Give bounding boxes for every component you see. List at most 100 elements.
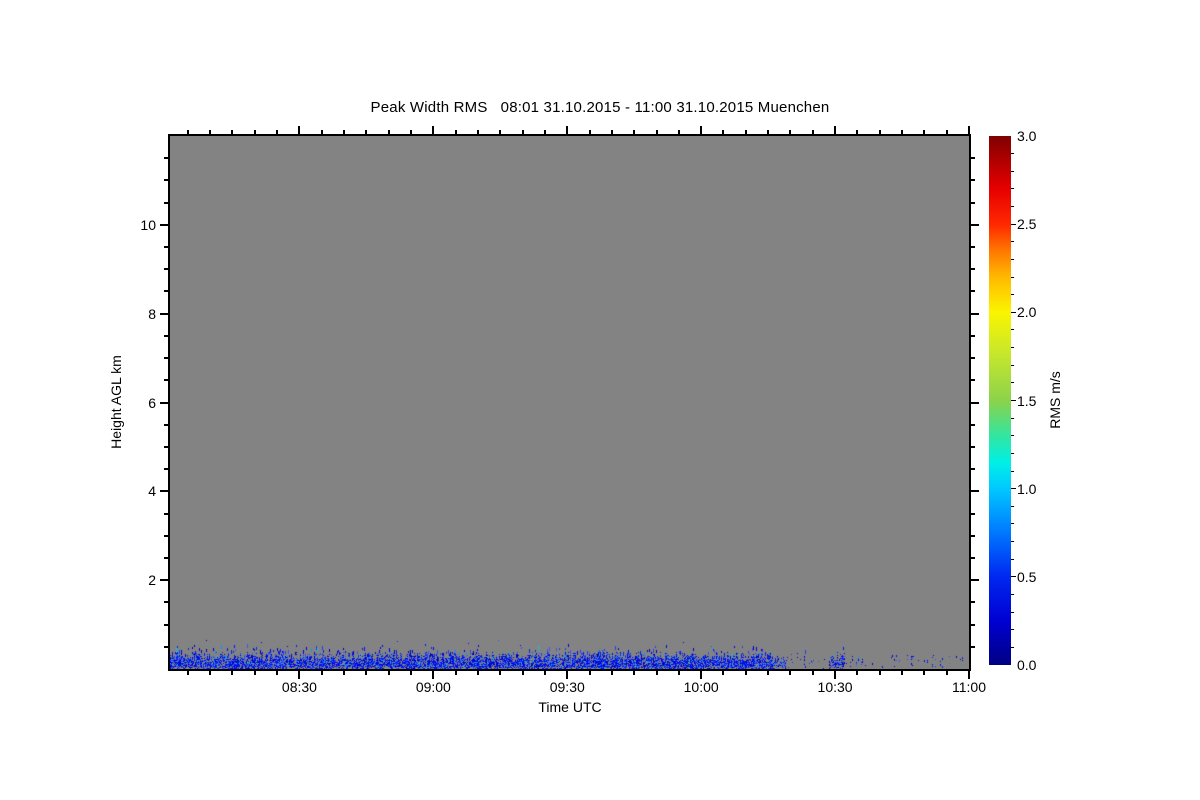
x-minor-tick (878, 671, 881, 675)
y-minor-tick (164, 512, 168, 515)
x-minor-tick (476, 671, 479, 675)
heatmap-data-layer (170, 136, 969, 669)
y-minor-tick (164, 645, 168, 648)
x-minor-tick (744, 671, 747, 675)
y-minor-tick-right (971, 201, 975, 204)
y-major-tick (160, 490, 168, 493)
x-major-tick (968, 671, 970, 679)
colorbar-minor-tick (1011, 329, 1014, 331)
x-minor-tick-top (320, 130, 323, 134)
x-minor-tick-top (789, 130, 792, 134)
x-minor-tick-top (365, 130, 368, 134)
y-minor-tick-right (971, 623, 975, 626)
y-major-tick (160, 579, 168, 582)
colorbar-minor-tick (1011, 364, 1014, 366)
plot-area (168, 134, 971, 671)
y-minor-tick (164, 201, 168, 204)
x-minor-tick-top (856, 130, 859, 134)
x-major-tick-top (432, 126, 435, 134)
y-minor-tick-right (971, 379, 975, 382)
colorbar-minor-tick (1011, 188, 1014, 190)
x-minor-tick-top (454, 130, 457, 134)
y-tick-label: 4 (148, 483, 156, 500)
colorbar-major-tick (1011, 223, 1016, 225)
colorbar-minor-tick (1011, 170, 1014, 172)
y-minor-tick-right (971, 556, 975, 559)
y-minor-tick-right (971, 246, 975, 249)
y-major-tick (160, 223, 168, 226)
x-minor-tick-top (811, 130, 814, 134)
x-major-tick-top (834, 126, 837, 134)
x-minor-tick-top (633, 130, 636, 134)
x-minor-tick-top (209, 130, 212, 134)
y-minor-tick (164, 290, 168, 293)
y-minor-tick (164, 423, 168, 426)
x-minor-tick-top (923, 130, 926, 134)
colorbar-minor-tick (1011, 629, 1014, 631)
y-minor-tick (164, 601, 168, 604)
y-minor-tick-right (971, 357, 975, 360)
x-minor-tick-top (476, 130, 479, 134)
colorbar-major-tick (1011, 576, 1016, 578)
y-minor-tick (164, 468, 168, 471)
x-minor-tick (923, 671, 926, 675)
colorbar-minor-tick (1011, 276, 1014, 278)
colorbar-minor-tick (1011, 611, 1014, 613)
y-tick-label: 6 (148, 394, 156, 411)
x-tick-label: 11:00 (952, 679, 986, 695)
x-major-tick (700, 671, 703, 679)
y-major-tick (160, 401, 168, 404)
y-minor-tick (164, 379, 168, 382)
colorbar-tick-label: 0.5 (1017, 568, 1037, 585)
colorbar-minor-tick (1011, 241, 1014, 243)
y-minor-tick-right (971, 601, 975, 604)
x-minor-tick (454, 671, 457, 675)
x-minor-tick (767, 671, 770, 675)
x-major-tick-top (700, 126, 703, 134)
x-minor-tick-top (410, 130, 413, 134)
colorbar-tick-label: 2.0 (1017, 304, 1037, 321)
x-minor-tick (253, 671, 256, 675)
x-minor-tick-top (231, 130, 234, 134)
x-tick-label: 08:30 (281, 679, 317, 695)
y-minor-tick-right (971, 423, 975, 426)
y-minor-tick-right (971, 645, 975, 648)
y-minor-tick-right (971, 268, 975, 271)
colorbar-minor-tick (1011, 558, 1014, 560)
x-major-tick (834, 671, 837, 679)
x-minor-tick-top (543, 130, 546, 134)
colorbar-minor-tick (1011, 435, 1014, 437)
y-minor-tick-right (971, 512, 975, 515)
x-minor-tick-top (767, 130, 770, 134)
x-minor-tick (811, 671, 814, 675)
y-minor-tick (164, 556, 168, 559)
colorbar-minor-tick (1011, 470, 1014, 472)
colorbar-minor-tick (1011, 523, 1014, 525)
x-minor-tick (521, 671, 524, 675)
colorbar-minor-tick (1011, 258, 1014, 260)
x-minor-tick (387, 671, 390, 675)
y-minor-tick (164, 445, 168, 448)
x-minor-tick-top (878, 130, 881, 134)
y-major-tick (160, 312, 168, 315)
x-minor-tick-top (276, 130, 279, 134)
colorbar-tick-label: 1.5 (1017, 392, 1037, 409)
x-minor-tick-top (387, 130, 390, 134)
x-tick-label: 09:30 (549, 679, 585, 695)
x-minor-tick (276, 671, 279, 675)
x-minor-tick-top (521, 130, 524, 134)
x-minor-tick (610, 671, 613, 675)
x-major-tick-top (968, 126, 970, 134)
y-minor-tick-right (971, 534, 975, 537)
x-minor-tick (231, 671, 234, 675)
colorbar-minor-tick (1011, 294, 1014, 296)
x-minor-tick-top (253, 130, 256, 134)
colorbar-minor-tick (1011, 382, 1014, 384)
x-minor-tick-top (588, 130, 591, 134)
x-minor-tick-top (499, 130, 502, 134)
chart-title: Peak Width RMS 08:01 31.10.2015 - 11:00 … (370, 99, 830, 116)
x-major-tick (432, 671, 435, 679)
colorbar-major-tick (1011, 311, 1016, 313)
y-minor-tick-right (971, 445, 975, 448)
